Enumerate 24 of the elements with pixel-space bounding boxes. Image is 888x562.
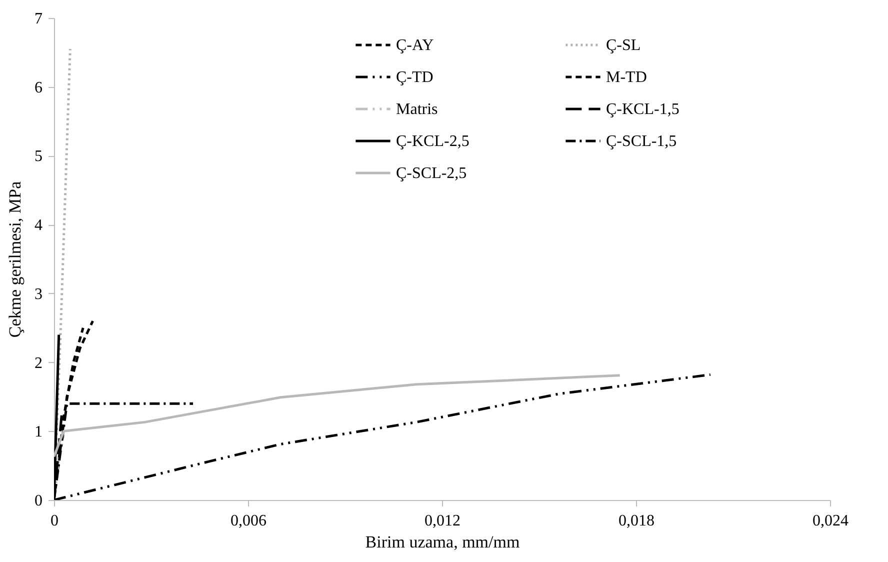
legend-label: Ç-SL [606, 37, 641, 54]
x-tick-label: 0 [50, 512, 58, 530]
legend-label: Ç-TD [396, 69, 434, 86]
legend-label: Ç-SCL-1,5 [606, 133, 677, 150]
y-tick-label: 6 [34, 79, 42, 96]
x-tick-label: 0,018 [618, 512, 654, 530]
y-tick-label: 1 [34, 424, 42, 441]
legend-label: Ç-AY [396, 37, 434, 54]
y-tick-label: 0 [34, 492, 42, 510]
legend-label: Ç-KCL-1,5 [606, 101, 680, 118]
y-tick-label: 7 [34, 10, 42, 28]
legend-label: Ç-KCL-2,5 [396, 133, 470, 150]
y-axis-title: Çekme gerilmesi, MPa [6, 180, 24, 338]
legend-label: M-TD [606, 69, 647, 86]
y-tick-label: 5 [34, 148, 42, 166]
y-tick-label: 2 [34, 354, 42, 372]
y-tick-label: 3 [34, 286, 42, 303]
x-tick-label: 0,012 [424, 512, 460, 530]
x-axis-title: Birim uzama, mm/mm [365, 532, 520, 552]
legend-label: Ç-SCL-2,5 [396, 165, 467, 182]
legend-label: Matris [396, 101, 438, 118]
x-tick-label: 0,024 [812, 512, 848, 530]
x-tick-label: 0,006 [230, 512, 266, 530]
y-tick-label: 4 [34, 217, 42, 234]
